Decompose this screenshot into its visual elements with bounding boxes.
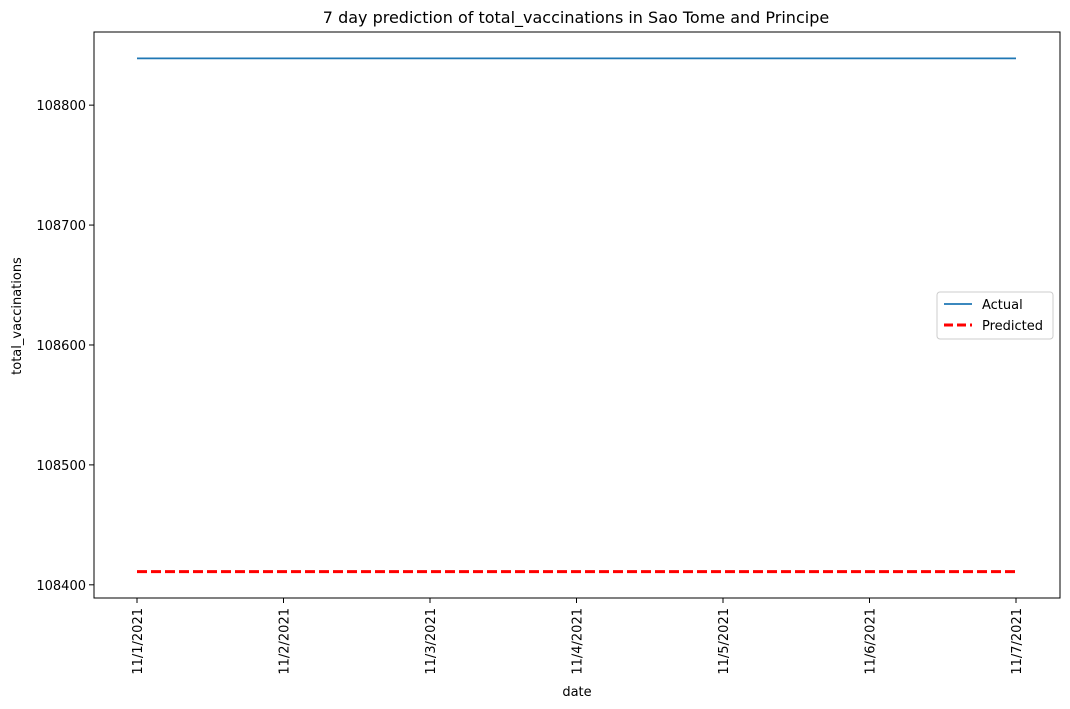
x-axis: 11/1/2021 11/2/2021 11/3/2021 11/4/2021 11/5… (131, 598, 1025, 675)
x-tick-label: 11/5/2021 (717, 608, 732, 675)
y-tick-label: 108500 (36, 459, 86, 474)
y-axis-title: total_vaccinations (10, 257, 25, 375)
y-tick-label: 108600 (36, 339, 86, 354)
x-tick-label: 11/2/2021 (278, 608, 293, 675)
legend-label-actual: Actual (982, 298, 1023, 313)
series-layer (137, 57, 1016, 574)
chart-title: 7 day prediction of total_vaccinations i… (323, 8, 829, 28)
x-axis-title: date (562, 685, 591, 700)
plot-area (93, 31, 1061, 599)
y-tick-label: 108700 (36, 219, 86, 234)
x-tick-label: 11/3/2021 (424, 608, 439, 675)
x-tick-label: 11/6/2021 (864, 608, 879, 675)
y-tick-label: 108400 (36, 579, 86, 594)
x-tick-label: 11/4/2021 (571, 608, 586, 675)
legend: Actual Predicted (936, 291, 1054, 340)
legend-label-predicted: Predicted (982, 319, 1043, 334)
y-axis: 108400 108500 108600 108700 108800 (36, 99, 94, 594)
x-tick-label: 11/1/2021 (131, 608, 146, 675)
y-tick-label: 108800 (36, 99, 86, 114)
x-tick-label: 11/7/2021 (1010, 608, 1025, 675)
